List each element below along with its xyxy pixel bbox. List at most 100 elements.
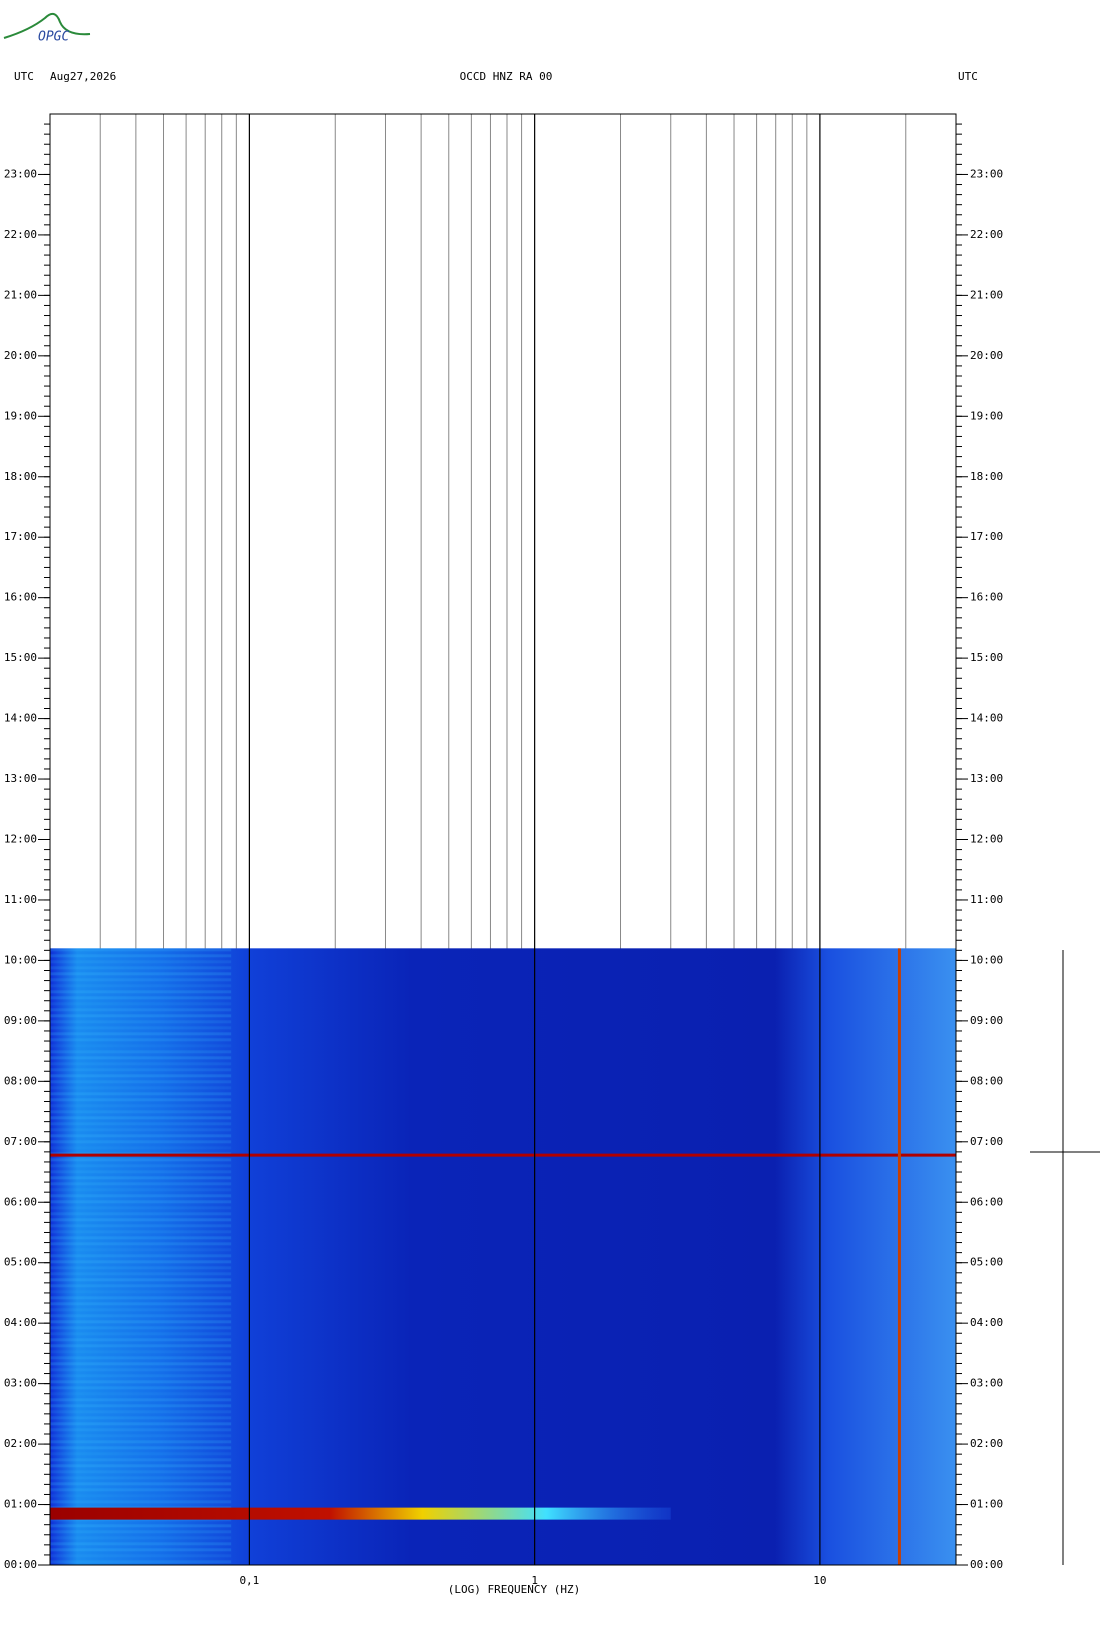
texture bbox=[50, 1062, 232, 1066]
texture bbox=[50, 978, 232, 982]
y-tick-label: 12:00 bbox=[4, 833, 37, 846]
y-tick-label: 19:00 bbox=[4, 409, 37, 422]
y-tick-label: 07:00 bbox=[970, 1135, 1003, 1148]
texture bbox=[50, 1266, 232, 1270]
timezone-left: UTC bbox=[14, 70, 34, 83]
texture bbox=[50, 1170, 232, 1174]
y-tick-label: 01:00 bbox=[4, 1498, 37, 1511]
texture bbox=[50, 972, 232, 976]
event-band bbox=[50, 1507, 671, 1520]
texture bbox=[50, 1218, 232, 1222]
y-tick-label: 02:00 bbox=[4, 1437, 37, 1450]
y-tick-label: 13:00 bbox=[4, 772, 37, 785]
texture bbox=[50, 1020, 232, 1024]
texture bbox=[50, 1488, 232, 1492]
logo-mark bbox=[3, 12, 91, 39]
y-tick-label: 12:00 bbox=[970, 833, 1003, 846]
texture bbox=[50, 1002, 232, 1006]
texture bbox=[50, 1320, 232, 1324]
texture bbox=[50, 1446, 232, 1450]
texture bbox=[50, 1032, 232, 1036]
x-tick-label: 1 bbox=[531, 1574, 538, 1587]
texture bbox=[50, 1230, 232, 1234]
y-tick-label: 02:00 bbox=[970, 1437, 1003, 1450]
y-tick-label: 19:00 bbox=[970, 409, 1003, 422]
texture bbox=[50, 960, 232, 964]
texture bbox=[50, 1200, 232, 1204]
texture bbox=[50, 1332, 232, 1336]
texture bbox=[50, 1080, 232, 1084]
texture bbox=[50, 1374, 232, 1378]
texture bbox=[50, 1038, 232, 1042]
texture bbox=[50, 1254, 232, 1258]
y-tick-label: 17:00 bbox=[4, 530, 37, 543]
texture bbox=[50, 966, 232, 970]
texture bbox=[50, 1416, 232, 1420]
y-tick-label: 21:00 bbox=[970, 288, 1003, 301]
texture bbox=[50, 948, 232, 952]
texture bbox=[50, 1044, 232, 1048]
texture bbox=[50, 1128, 232, 1132]
y-tick-label: 03:00 bbox=[4, 1377, 37, 1390]
texture bbox=[50, 1344, 232, 1348]
y-tick-label: 05:00 bbox=[4, 1256, 37, 1269]
texture bbox=[50, 1518, 232, 1522]
texture bbox=[50, 1404, 232, 1408]
texture bbox=[50, 1440, 232, 1444]
texture bbox=[50, 1356, 232, 1360]
y-tick-label: 13:00 bbox=[970, 772, 1003, 785]
texture bbox=[50, 1116, 232, 1120]
texture bbox=[50, 1362, 232, 1366]
texture bbox=[50, 1104, 232, 1108]
y-tick-label: 09:00 bbox=[970, 1014, 1003, 1027]
texture bbox=[50, 1458, 232, 1462]
texture bbox=[50, 1182, 232, 1186]
texture bbox=[50, 1326, 232, 1330]
texture bbox=[50, 1398, 232, 1402]
texture bbox=[50, 1260, 232, 1264]
timezone-right: UTC bbox=[958, 70, 978, 83]
y-tick-label: 11:00 bbox=[4, 893, 37, 906]
texture bbox=[50, 1056, 232, 1060]
y-tick-label: 23:00 bbox=[4, 167, 37, 180]
y-tick-label: 08:00 bbox=[4, 1074, 37, 1087]
chart-title: OCCD HNZ RA 00 bbox=[460, 70, 553, 83]
texture bbox=[50, 1158, 232, 1162]
y-tick-label: 16:00 bbox=[970, 591, 1003, 604]
y-tick-label: 06:00 bbox=[970, 1195, 1003, 1208]
texture bbox=[50, 1308, 232, 1312]
texture bbox=[50, 1068, 232, 1072]
y-tick-label: 15:00 bbox=[4, 651, 37, 664]
texture bbox=[50, 1014, 232, 1018]
texture bbox=[50, 1248, 232, 1252]
texture bbox=[50, 1380, 232, 1384]
y-tick-label: 23:00 bbox=[970, 167, 1003, 180]
texture bbox=[50, 1338, 232, 1342]
y-tick-label: 05:00 bbox=[970, 1256, 1003, 1269]
texture bbox=[50, 1224, 232, 1228]
texture bbox=[50, 990, 232, 994]
texture bbox=[50, 1212, 232, 1216]
texture bbox=[50, 1146, 232, 1150]
y-tick-label: 04:00 bbox=[970, 1316, 1003, 1329]
texture bbox=[50, 1350, 232, 1354]
y-tick-label: 14:00 bbox=[4, 712, 37, 725]
y-tick-label: 22:00 bbox=[970, 228, 1003, 241]
plot-frame bbox=[49, 113, 957, 1566]
texture bbox=[50, 1098, 232, 1102]
texture bbox=[50, 1422, 232, 1426]
y-tick-label: 10:00 bbox=[970, 953, 1003, 966]
texture bbox=[50, 1026, 232, 1030]
texture bbox=[50, 1464, 232, 1468]
y-tick-label: 22:00 bbox=[4, 228, 37, 241]
texture bbox=[50, 1188, 232, 1192]
x-tick-label: 10 bbox=[813, 1574, 826, 1587]
texture bbox=[50, 1530, 232, 1534]
texture bbox=[50, 1086, 232, 1090]
y-tick-label: 08:00 bbox=[970, 1074, 1003, 1087]
texture bbox=[50, 1386, 232, 1390]
texture bbox=[50, 1242, 232, 1246]
texture bbox=[50, 1470, 232, 1474]
texture bbox=[50, 1278, 232, 1282]
